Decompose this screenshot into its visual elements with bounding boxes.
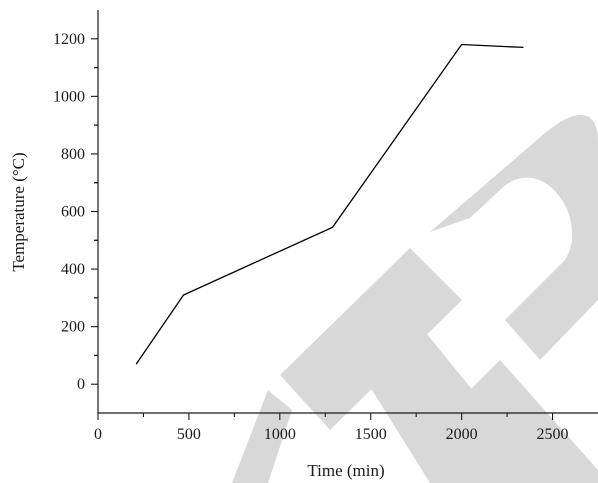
x-tick-label: 1000 (264, 426, 296, 443)
x-tick-label: 2000 (446, 426, 478, 443)
watermark-letter-r (430, 114, 598, 483)
x-tick-label: 2500 (537, 426, 569, 443)
y-tick-label: 1200 (53, 31, 85, 48)
watermark (232, 114, 598, 483)
y-tick-label: 600 (61, 204, 85, 221)
y-tick-label: 200 (61, 319, 85, 336)
series (135, 43, 524, 365)
y-axis-title: Temperature (°C) (9, 152, 28, 271)
y-tick-label: 1000 (53, 88, 85, 105)
axes: 0 500 1000 1500 2000 2500 0 200 400 600 800 1000 120… (53, 10, 598, 443)
y-tick-label: 0 (77, 376, 85, 393)
y-tick-label: 800 (61, 146, 85, 163)
watermark-letter-t-stem (352, 307, 548, 483)
x-tick-label: 500 (177, 426, 201, 443)
x-tick-label: 1500 (355, 426, 387, 443)
watermark-letter-t-bar (280, 248, 462, 430)
series-line (135, 43, 524, 365)
x-axis-title: Time (min) (307, 461, 384, 480)
y-tick-label: 400 (61, 261, 85, 278)
x-tick-label: 0 (94, 426, 102, 443)
